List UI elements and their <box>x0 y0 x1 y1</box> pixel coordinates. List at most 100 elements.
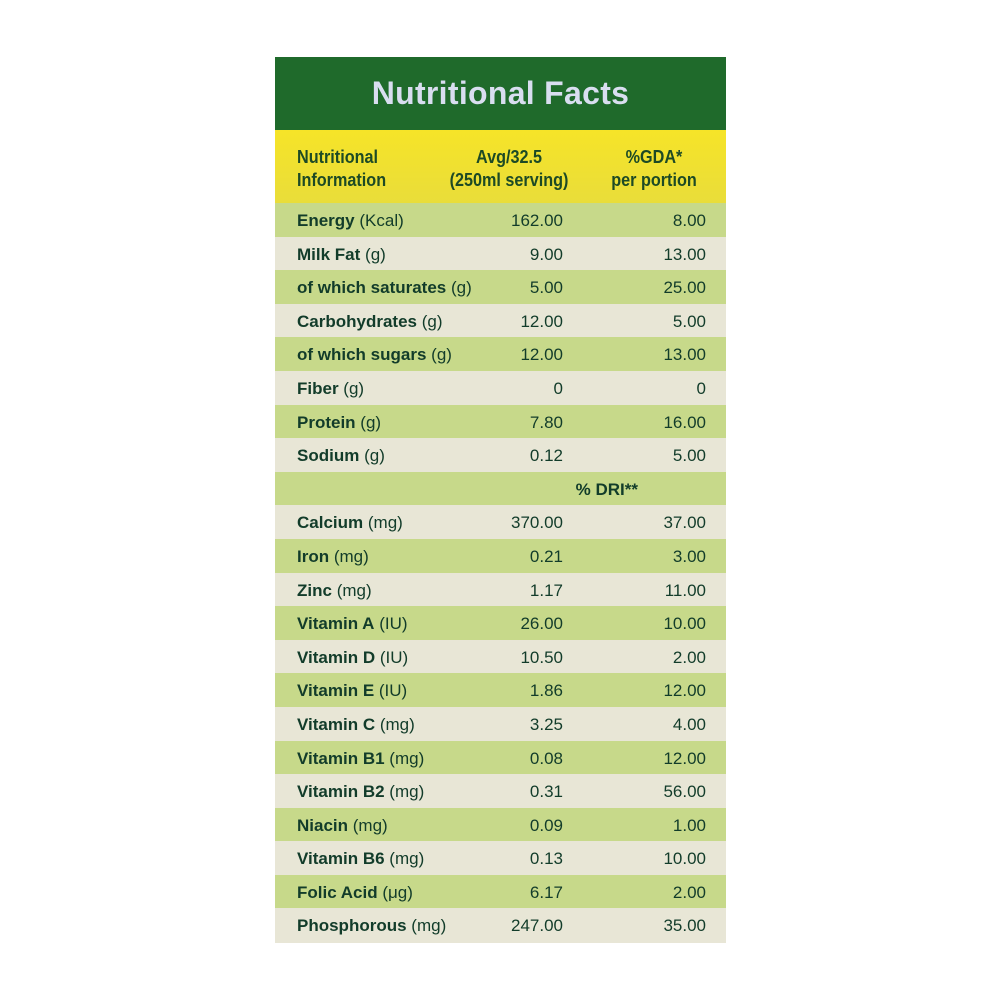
table-row: Phosphorous (mg) 247.00 35.00 <box>275 908 726 943</box>
nutrient-unit: (g) <box>365 244 386 264</box>
section-subheader-row: % DRI** <box>275 471 726 506</box>
avg-value: 1.17 <box>529 580 563 600</box>
avg-value: 0.31 <box>529 782 563 802</box>
avg-value: 0.12 <box>529 446 563 466</box>
nutrient-unit: (mg) <box>411 916 447 936</box>
percent-value: 1.00 <box>672 815 706 835</box>
nutrient-unit: (mg) <box>379 714 415 734</box>
percent-value: 25.00 <box>663 278 706 298</box>
nutrient-name: Iron <box>297 546 330 566</box>
avg-value: 162.00 <box>511 211 563 230</box>
nutrient-name: Sodium <box>297 446 360 466</box>
table-row: Fiber (g) 0 0 <box>275 370 726 405</box>
table-row: Vitamin D (IU) 10.50 2.00 <box>275 639 726 674</box>
table-header: Nutritional Information Avg/32.5 (250ml … <box>275 130 726 203</box>
nutrient-label: of which sugars (g) <box>297 345 452 365</box>
table-row: Vitamin B2 (mg) 0.31 56.00 <box>275 774 726 808</box>
nutrient-name: Fiber <box>297 378 339 398</box>
nutrient-name: Vitamin C <box>297 714 376 734</box>
nutrient-label: Folic Acid (μg) <box>297 883 413 903</box>
nutrient-unit: (mg) <box>367 513 403 533</box>
nutrient-name: of which saturates <box>297 278 447 298</box>
percent-value: 10.00 <box>663 614 706 634</box>
avg-value: 0 <box>553 378 563 398</box>
nutrient-unit: (IU) <box>378 681 408 701</box>
nutrient-name: Carbohydrates <box>297 311 417 331</box>
avg-value: 0.13 <box>529 849 563 869</box>
header-col-gda-line2: per portion <box>611 170 697 190</box>
avg-value: 370.00 <box>511 513 563 533</box>
avg-value: 0.08 <box>529 748 563 768</box>
avg-value: 10.50 <box>520 647 563 667</box>
nutrient-unit: (g) <box>431 345 452 365</box>
percent-value: 37.00 <box>663 513 706 533</box>
header-col-gda: %GDA* per portion <box>600 146 708 192</box>
nutrient-label: Vitamin E (IU) <box>297 681 407 701</box>
nutrition-table-body: Energy (Kcal) 162.00 8.00 Milk Fat (g) 9.00 1… <box>275 203 726 943</box>
percent-value: 12.00 <box>663 748 706 768</box>
percent-value: 10.00 <box>663 849 706 869</box>
avg-value: 7.80 <box>529 412 563 432</box>
percent-value: 11.00 <box>664 580 706 600</box>
avg-value: 6.17 <box>529 882 563 902</box>
percent-value: 2.00 <box>672 882 706 902</box>
percent-value: 16.00 <box>663 412 706 432</box>
nutrient-name: Vitamin A <box>297 614 375 634</box>
percent-value: 5.00 <box>672 311 706 331</box>
nutrient-name: Vitamin B6 <box>297 849 385 869</box>
nutrition-label-panel: Nutritional Facts Nutritional Informatio… <box>275 57 726 943</box>
nutrient-label: Protein (g) <box>297 413 381 433</box>
nutrient-label: Zinc (mg) <box>297 581 372 601</box>
nutrient-unit: (g) <box>451 278 472 298</box>
avg-value: 1.86 <box>529 681 563 701</box>
nutrient-name: Phosphorous <box>297 916 407 936</box>
nutrient-name: Vitamin D <box>297 647 376 667</box>
percent-value: 2.00 <box>672 647 706 667</box>
header-col-nutrient-line2: Information <box>297 170 387 190</box>
table-row: Folic Acid (μg) 6.17 2.00 <box>275 874 726 909</box>
avg-value: 247.00 <box>511 916 563 936</box>
table-row: Milk Fat (g) 9.00 13.00 <box>275 236 726 271</box>
nutrient-unit: (g) <box>421 311 443 331</box>
percent-value: 56.00 <box>663 782 706 802</box>
nutrient-unit: (μg) <box>382 882 413 902</box>
nutrient-label: Phosphorous (mg) <box>297 916 446 936</box>
nutrient-label: Vitamin D (IU) <box>297 648 408 668</box>
table-row: Vitamin B6 (mg) 0.13 10.00 <box>275 841 726 875</box>
nutrient-label: Fiber (g) <box>297 379 364 399</box>
table-row: of which saturates (g) 5.00 25.00 <box>275 270 726 304</box>
nutrient-unit: (mg) <box>333 546 369 566</box>
table-row: Vitamin A (IU) 26.00 10.00 <box>275 606 726 640</box>
nutrient-name: Zinc <box>297 580 332 600</box>
nutrient-name: Folic Acid <box>297 882 378 902</box>
nutrient-name: Energy <box>297 211 355 230</box>
nutrient-label: Calcium (mg) <box>297 513 403 533</box>
table-row: Vitamin C (mg) 3.25 4.00 <box>275 706 726 741</box>
nutrient-label: Iron (mg) <box>297 547 369 567</box>
percent-value: 3.00 <box>672 546 706 566</box>
percent-value: 0 <box>696 378 706 398</box>
nutrient-label: Energy (Kcal) <box>297 211 404 231</box>
table-row: Vitamin E (IU) 1.86 12.00 <box>275 673 726 707</box>
nutrient-label: Vitamin C (mg) <box>297 715 415 735</box>
percent-value: 12.00 <box>663 681 706 701</box>
nutrient-label: Vitamin B2 (mg) <box>297 782 424 802</box>
header-col-avg-line2: (250ml serving) <box>449 170 569 190</box>
nutrient-name: Protein <box>297 412 356 432</box>
nutrient-unit: (mg) <box>389 748 425 768</box>
avg-value: 5.00 <box>529 278 563 298</box>
nutrient-label: Vitamin B1 (mg) <box>297 749 424 769</box>
nutrient-unit: (g) <box>343 378 365 398</box>
title-bar: Nutritional Facts <box>275 57 726 130</box>
page-title: Nutritional Facts <box>371 75 630 111</box>
table-row: Calcium (mg) 370.00 37.00 <box>275 505 726 539</box>
percent-value: 35.00 <box>663 916 706 936</box>
nutrient-name: Vitamin E <box>297 681 375 701</box>
percent-value: 13.00 <box>663 244 706 264</box>
table-row: Protein (g) 7.80 16.00 <box>275 404 726 439</box>
nutrient-name: Milk Fat <box>297 244 361 264</box>
nutrient-unit: (Kcal) <box>359 211 404 230</box>
nutrient-unit: (g) <box>364 446 385 466</box>
table-row: Vitamin B1 (mg) 0.08 12.00 <box>275 740 726 775</box>
avg-value: 0.21 <box>529 546 563 566</box>
